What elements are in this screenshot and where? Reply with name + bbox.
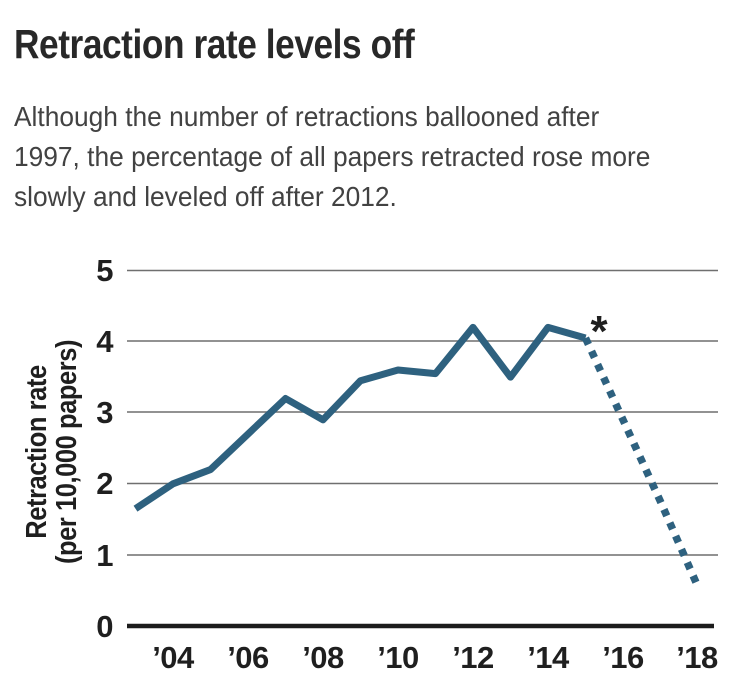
x-tick-06: ’06 [227, 640, 269, 675]
y-tick-3: 3 [96, 395, 113, 430]
subtitle-line-2: 1997, the percentage of all papers retra… [14, 141, 651, 172]
series-observed-line [133, 323, 587, 512]
x-tick-18: ’18 [676, 640, 718, 675]
y-tick-2: 2 [96, 466, 113, 501]
chart-subtitle: Although the number of retractions ballo… [14, 97, 650, 217]
gridlines [127, 269, 718, 629]
x-axis-ticks: ’04 ’06 ’08 ’10 ’12 ’14 ’16 ’18 [152, 640, 718, 675]
subtitle-line-1: Although the number of retractions ballo… [14, 101, 600, 132]
y-tick-5: 5 [96, 253, 113, 288]
x-tick-04: ’04 [152, 640, 195, 675]
series-projected-dotted-line [582, 336, 702, 589]
y-axis-title-line-1: Retraction rate [19, 365, 52, 539]
y-tick-1: 1 [96, 538, 113, 573]
y-tick-0: 0 [96, 609, 113, 644]
x-tick-10: ’10 [377, 640, 419, 675]
y-axis-ticks: 5 4 3 2 1 0 [96, 253, 115, 644]
subtitle-line-3: slowly and leveled off after 2012. [14, 181, 397, 212]
y-axis-title-line-2: (per 10,000 papers) [49, 340, 82, 564]
y-axis-title: Retraction rate (per 10,000 papers) [19, 340, 82, 564]
x-tick-16: ’16 [602, 640, 644, 675]
x-tick-14: ’14 [527, 640, 570, 675]
page-title: Retraction rate levels off [14, 21, 415, 67]
projection-asterisk: * [590, 307, 608, 356]
x-tick-08: ’08 [302, 640, 344, 675]
x-tick-12: ’12 [452, 640, 494, 675]
y-tick-4: 4 [96, 324, 114, 359]
